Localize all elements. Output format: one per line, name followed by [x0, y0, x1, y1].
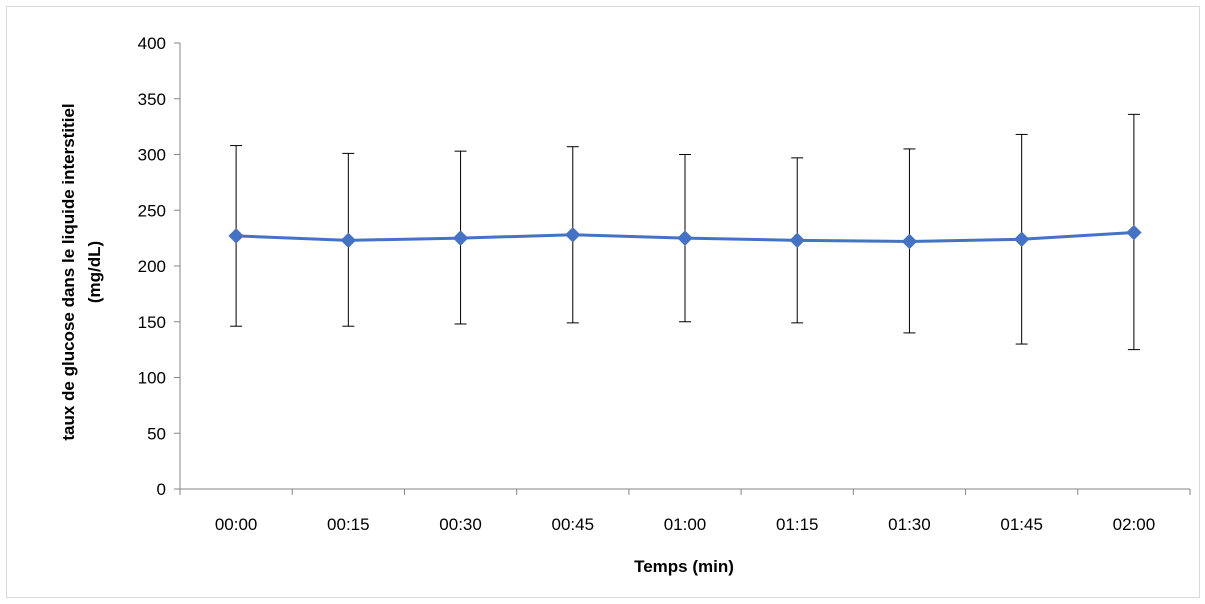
y-tick-label: 250	[138, 201, 166, 220]
x-tick-label: 02:00	[1113, 515, 1156, 534]
y-axis-title-line-1: taux de glucose dans le liquide intersti…	[59, 103, 78, 440]
x-tick-label: 00:45	[552, 515, 595, 534]
y-tick-label: 400	[138, 34, 166, 53]
x-axis-title: Temps (min)	[634, 557, 734, 576]
data-point-marker	[677, 230, 693, 246]
x-tick-label: 00:15	[327, 515, 370, 534]
data-point-marker	[1013, 231, 1030, 247]
y-tick-label: 350	[138, 90, 166, 109]
y-tick-label: 150	[138, 313, 166, 332]
data-point-marker	[452, 230, 469, 246]
x-tick-label: 01:15	[776, 515, 819, 534]
x-tick-label: 01:45	[1000, 515, 1043, 534]
x-axis-tick-labels: 00:00 00:15 00:30 00:45 01:00 01:15 01:30 01:45…	[215, 515, 1155, 534]
data-point-marker	[1126, 224, 1142, 241]
data-point-marker	[901, 233, 918, 250]
data-point-marker	[789, 232, 805, 249]
y-tick-label: 300	[138, 146, 166, 165]
y-tick-label: 200	[138, 257, 166, 276]
y-axis-title-line-2: (mg/dL)	[85, 241, 104, 303]
x-tick-label: 01:30	[888, 515, 931, 534]
y-axis-title: taux de glucose dans le liquide intersti…	[59, 103, 104, 440]
data-point-marker	[565, 227, 581, 243]
y-tick-label: 50	[147, 424, 166, 443]
data-point-marker	[228, 228, 244, 244]
y-tick-label: 0	[157, 480, 166, 499]
y-tick-label: 100	[138, 369, 166, 388]
axes	[174, 42, 1191, 495]
x-tick-label: 01:00	[664, 515, 707, 534]
x-tick-label: 00:00	[215, 515, 258, 534]
chart-frame	[6, 6, 1200, 598]
x-tick-label: 00:30	[439, 515, 482, 534]
series-markers	[228, 224, 1142, 250]
y-axis-tick-labels: 0 50 100 150 200 250 300 350 400	[138, 34, 166, 499]
data-point-marker	[340, 232, 357, 249]
